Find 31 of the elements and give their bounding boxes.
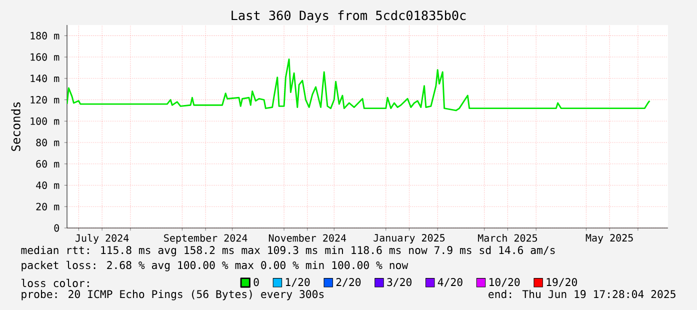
x-tick-label: November 2024 [268,234,346,242]
y-tick-label: 140 m [30,74,60,82]
legend-label: 3/20 [387,278,412,287]
text: end: Thu Jun 19 17:28:04 2025 [488,290,676,298]
x-tick-label: January 2025 [374,234,445,244]
y-tick-label: 60 m [36,160,60,168]
text: probe: 20 ICMP Echo Pings (56 Bytes) every 300s [22,290,324,300]
text: packet loss: 2.68 % avg 100.00 % max 0.00 % min 100.00 % now [22,260,408,272]
x-tick-label: May 2025 [586,234,633,244]
legend-title: loss color: [22,278,89,288]
legend-label: 4/20 [438,278,462,287]
line-series [67,58,650,112]
x-tick-label: March 2025 [478,234,538,242]
x-tick-label: September 2024 [164,234,248,244]
text: median rtt: 115.8 ms avg 158.2 ms max 109.3 ms min 118.6 ms now 7.9 ms sd 14.6 am/s [21,246,555,256]
x-tick-label: July 2024 [76,234,129,244]
legend-label: 10/20 [490,278,520,287]
y-tick-label: 80 m [36,138,60,146]
chart-title: Last 360 Days from 5cdc01835b0c [232,10,466,23]
legend-label: 2/20 [336,278,361,287]
legend-label: 1/20 [286,278,310,287]
legend-label: 19/20 [546,278,577,287]
y-tick-label: 40 m [36,181,60,190]
legend-label: 0 [254,278,259,286]
y-tick-label: 120 m [30,96,60,104]
y-tick-label: 20 m [36,202,60,210]
y-tick-label: 180 m [30,32,60,40]
y-axis-title: Seconds [11,102,20,151]
y-tick-label: 160 m [30,53,60,61]
y-tick-label: 100 m [30,117,60,125]
y-tick-label: 0 [54,224,59,232]
